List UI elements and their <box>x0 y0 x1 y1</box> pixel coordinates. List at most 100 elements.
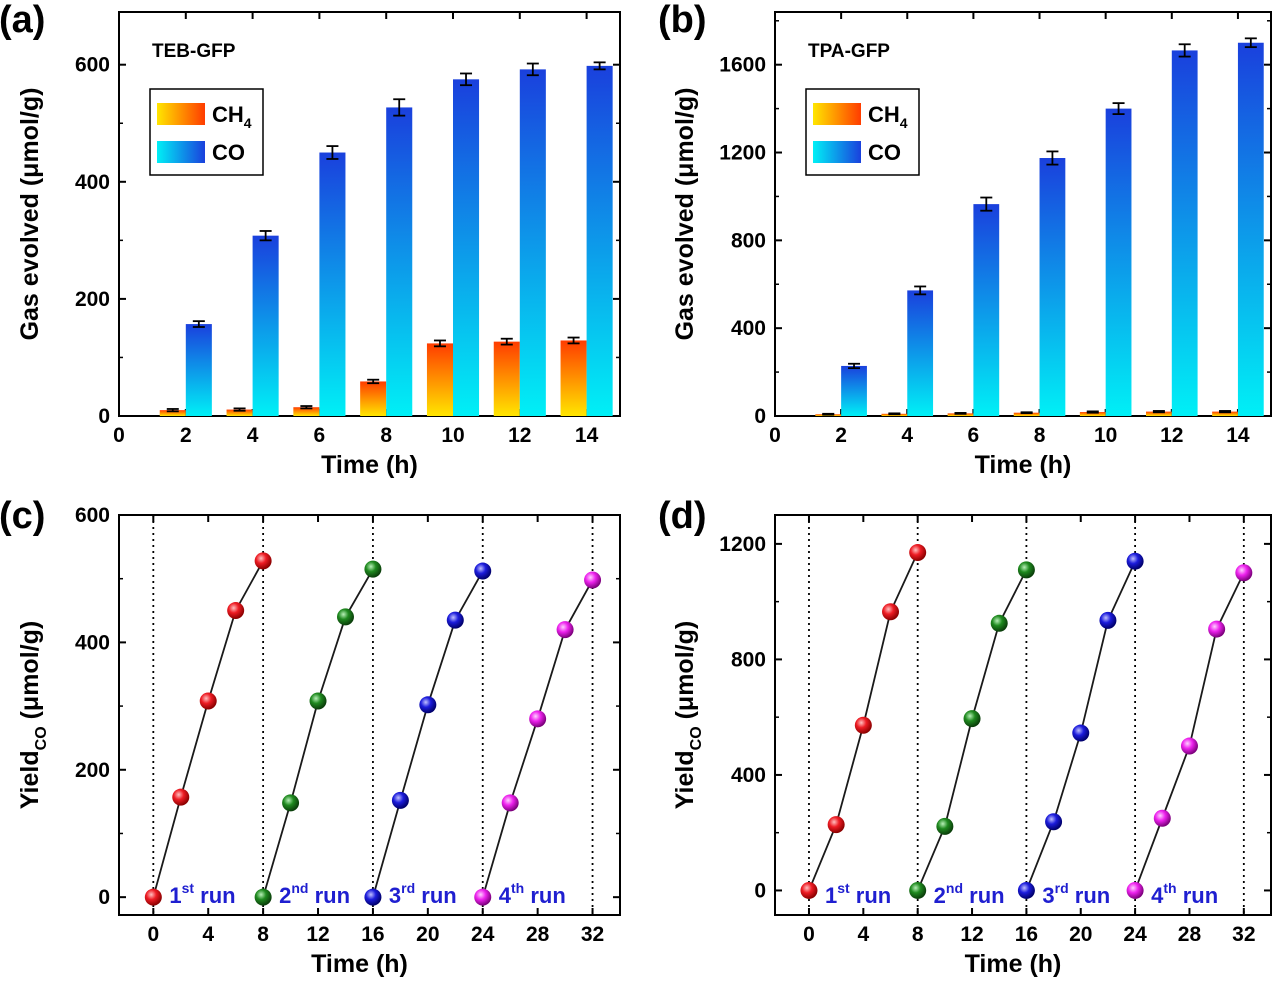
data-point <box>584 571 602 589</box>
bar-ch4 <box>426 343 453 416</box>
run-label-number: 4 <box>1151 883 1164 908</box>
x-tick-label: 4 <box>857 923 869 946</box>
legend-swatch-ch4 <box>813 103 861 125</box>
x-tick-label: 6 <box>968 424 980 447</box>
panel-b: (b) 0 400 800 1200 1600 0 2 4 6 8 10 12 14 Time (h) Gas… <box>658 0 1272 479</box>
legend-label-subscript: 4 <box>900 115 908 131</box>
y-axis-title-main: Yield <box>671 750 699 809</box>
data-point <box>882 603 900 621</box>
x-tick-label: 20 <box>1069 923 1092 946</box>
y-axis-title: Gas evolved (μmol/g) <box>16 88 44 341</box>
data-point <box>1126 881 1144 899</box>
run-label-number: 1 <box>825 883 837 908</box>
x-tick-label: 6 <box>314 424 326 447</box>
run-label-word: run <box>308 883 350 908</box>
bar-co <box>907 290 934 416</box>
bar-co <box>386 107 413 416</box>
data-point <box>199 692 217 710</box>
chart-title: TPA-GFP <box>808 41 890 62</box>
data-point <box>419 696 437 714</box>
panel-label: (d) <box>658 495 707 537</box>
data-point <box>1180 737 1198 755</box>
run-line <box>1134 572 1245 891</box>
legend-label-subscript: 4 <box>244 115 252 131</box>
x-tick-label: 28 <box>526 923 550 946</box>
data-point <box>254 552 272 570</box>
run-label-number: 1 <box>169 883 181 908</box>
bar-ch4 <box>293 407 320 416</box>
x-tick-label: 32 <box>581 923 604 946</box>
x-tick-label: 24 <box>471 923 495 946</box>
bar-co <box>1105 108 1132 416</box>
data-point <box>474 562 492 580</box>
run-label-word: run <box>194 883 236 908</box>
data-point <box>336 608 354 626</box>
x-tick-label: 8 <box>257 923 269 946</box>
run-label-suffix: th <box>511 880 524 896</box>
run-label-suffix: nd <box>291 880 308 896</box>
run-label: 3rd run <box>389 880 457 908</box>
data-point <box>364 888 382 906</box>
panel-label: (c) <box>0 495 45 537</box>
run-label: 1st run <box>169 880 235 908</box>
x-tick-label: 8 <box>1034 424 1046 447</box>
run-label-suffix: rd <box>401 880 415 896</box>
y-tick-label: 1200 <box>719 533 766 556</box>
x-tick-label: 32 <box>1232 923 1255 946</box>
y-axis-title-unit: (μmol/g) <box>16 621 44 727</box>
bar-ch4 <box>159 410 186 416</box>
y-tick-label: 400 <box>731 764 766 787</box>
x-tick-label: 0 <box>769 424 781 447</box>
data-point <box>1017 561 1035 579</box>
x-tick-label: 16 <box>1015 923 1038 946</box>
x-tick-label: 0 <box>113 424 125 447</box>
run-label-word: run <box>1177 883 1219 908</box>
bar-co <box>252 235 279 416</box>
data-point <box>1099 611 1117 629</box>
run-label-number: 3 <box>1042 883 1054 908</box>
y-axis-title: YieldCO (μmol/g) <box>16 621 50 809</box>
legend-label-co: CO <box>868 140 901 165</box>
run-label: 3rd run <box>1042 880 1110 908</box>
x-tick-label: 2 <box>835 424 847 447</box>
run-line <box>916 569 1028 891</box>
data-point <box>1072 724 1090 742</box>
data-point <box>909 544 927 562</box>
run-label-word: run <box>963 883 1005 908</box>
x-tick-label: 12 <box>960 923 983 946</box>
legend-swatch-co <box>157 141 205 163</box>
x-tick-label: 14 <box>575 424 599 447</box>
legend-label-main: CH <box>868 102 900 127</box>
x-tick-label: 10 <box>441 424 464 447</box>
bar-ch4 <box>1079 412 1106 416</box>
bar-ch4 <box>1146 411 1172 416</box>
run-label: 4th run <box>1151 880 1218 908</box>
legend: CH4 CO <box>149 88 264 176</box>
legend-label-ch4: CH4 <box>868 102 908 131</box>
plot-frame <box>774 514 1272 916</box>
run-label-word: run <box>1069 883 1111 908</box>
x-axis-title: Time (h) <box>975 451 1072 479</box>
x-axis-title: Time (h) <box>965 950 1062 978</box>
data-point <box>1235 564 1253 582</box>
legend-label-ch4: CH4 <box>212 102 252 131</box>
y-tick-label: 800 <box>731 229 766 252</box>
run-label-word: run <box>850 883 892 908</box>
data-point <box>556 621 574 639</box>
data-point <box>854 716 872 734</box>
y-tick-label: 200 <box>75 288 110 311</box>
y-tick-label: 0 <box>98 886 110 909</box>
x-tick-label: 24 <box>1123 923 1147 946</box>
y-tick-label: 1200 <box>719 142 766 165</box>
panel-label: (b) <box>658 0 707 41</box>
bar-ch4 <box>493 341 520 416</box>
data-point <box>391 791 409 809</box>
x-tick-label: 16 <box>361 923 384 946</box>
legend-swatch-ch4 <box>157 103 205 125</box>
x-tick-label: 20 <box>416 923 439 946</box>
run-label: 4th run <box>499 880 566 908</box>
x-tick-label: 0 <box>803 923 815 946</box>
y-axis-title: YieldCO (μmol/g) <box>671 621 705 809</box>
data-point <box>144 888 162 906</box>
